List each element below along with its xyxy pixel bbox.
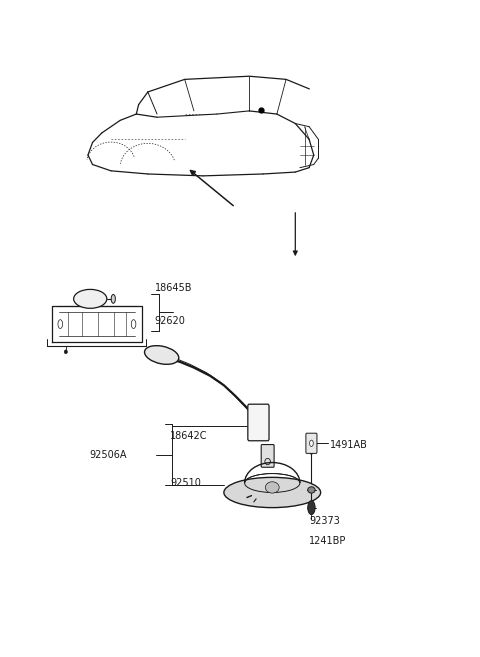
Text: 18645B: 18645B [155,283,192,293]
Text: 92510: 92510 [170,478,201,488]
Ellipse shape [308,487,315,493]
Ellipse shape [308,501,315,514]
Text: 92506A: 92506A [90,449,127,460]
Text: 18642C: 18642C [170,432,207,442]
Ellipse shape [111,294,115,304]
Ellipse shape [144,346,179,365]
Text: 92373: 92373 [309,516,340,526]
FancyBboxPatch shape [306,433,317,453]
Ellipse shape [310,440,313,447]
Ellipse shape [64,350,67,353]
FancyBboxPatch shape [248,404,269,441]
Ellipse shape [73,289,107,308]
Text: 1241BP: 1241BP [309,536,347,546]
Text: 92620: 92620 [155,316,186,326]
Ellipse shape [265,482,279,493]
Text: 1491AB: 1491AB [330,440,368,450]
Ellipse shape [224,478,321,508]
Ellipse shape [310,451,313,455]
FancyBboxPatch shape [261,445,274,467]
